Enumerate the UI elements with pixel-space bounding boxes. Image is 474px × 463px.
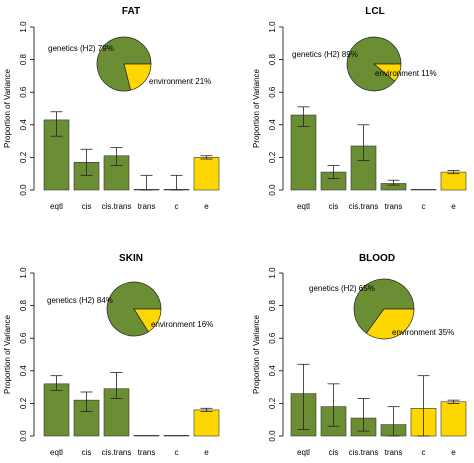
x-tick-label-eqtl: eqtl bbox=[50, 448, 63, 457]
chart-panel-fat: FAT 0.0 0.2 0.4 0.6 0.8 1.0 Proportion of Varia… bbox=[3, 6, 220, 211]
x-tick-label-cis: cis bbox=[82, 202, 92, 211]
x-tick-label-cis-trans: cis.trans bbox=[102, 202, 132, 211]
x-tick-label-trans: trans bbox=[385, 448, 403, 457]
pie-label-environment: environment 16% bbox=[151, 320, 213, 329]
y-tick-label: 0.0 bbox=[268, 184, 277, 196]
x-tick-label-e: e bbox=[451, 448, 456, 457]
chart-panel-lcl: LCL 0.0 0.2 0.4 0.6 0.8 1.0 Proportion of Varia… bbox=[252, 6, 467, 211]
y-axis-label: Proportion of Variance bbox=[3, 314, 12, 394]
y-tick-label: 0.6 bbox=[268, 332, 277, 344]
y-tick-label: 1.0 bbox=[19, 21, 28, 33]
x-tick-label-c: c bbox=[175, 448, 179, 457]
y-tick-label: 0.6 bbox=[19, 332, 28, 344]
pie-label-genetics: genetics (H2) 84% bbox=[47, 296, 113, 305]
pie-slice-genetics bbox=[353, 278, 415, 334]
x-tick-label-cis-trans: cis.trans bbox=[102, 448, 132, 457]
chart-title: SKIN bbox=[119, 253, 143, 264]
y-tick-label: 0.6 bbox=[268, 86, 277, 98]
y-tick-label: 0.0 bbox=[268, 430, 277, 442]
pie-slice-environment bbox=[123, 63, 152, 91]
y-axis-label: Proportion of Variance bbox=[252, 314, 261, 394]
bar-e bbox=[193, 409, 220, 437]
pie-slice-environment bbox=[133, 308, 162, 333]
y-tick-label: 0.8 bbox=[268, 53, 277, 65]
x-tick-label-e: e bbox=[451, 202, 456, 211]
bar-e bbox=[440, 401, 467, 437]
x-tick-label-c: c bbox=[175, 202, 179, 211]
y-tick-label: 1.0 bbox=[268, 267, 277, 279]
y-tick-label: 1.0 bbox=[19, 267, 28, 279]
y-tick-label: 0.8 bbox=[19, 299, 28, 311]
bar-trans bbox=[133, 435, 160, 437]
pie-label-genetics: genetics (H2) 89% bbox=[292, 50, 358, 59]
bar-e bbox=[193, 157, 220, 191]
x-tick-label-eqtl: eqtl bbox=[297, 448, 310, 457]
x-tick-label-trans: trans bbox=[138, 448, 156, 457]
x-tick-label-e: e bbox=[204, 202, 209, 211]
y-tick-label: 1.0 bbox=[268, 21, 277, 33]
x-tick-label-c: c bbox=[422, 202, 426, 211]
pie-label-environment: environment 11% bbox=[375, 69, 437, 78]
pie-label-environment: environment 35% bbox=[392, 328, 454, 337]
y-tick-label: 0.4 bbox=[19, 365, 28, 377]
y-tick-label: 0.6 bbox=[19, 86, 28, 98]
x-tick-label-cis-trans: cis.trans bbox=[349, 202, 379, 211]
chart-title: BLOOD bbox=[359, 253, 395, 264]
x-tick-label-cis: cis bbox=[82, 448, 92, 457]
pie-label-genetics: genetics (H2) 79% bbox=[48, 44, 114, 53]
pie-label-environment: environment 21% bbox=[149, 77, 211, 86]
chart-title: LCL bbox=[365, 6, 384, 17]
pie-label-genetics: genetics (H2) 65% bbox=[309, 284, 375, 293]
y-tick-label: 0.4 bbox=[268, 119, 277, 131]
y-tick-label: 0.2 bbox=[19, 151, 28, 163]
pie-slice-environment bbox=[373, 63, 402, 82]
bar-c bbox=[163, 435, 190, 437]
bar-e bbox=[440, 171, 467, 191]
chart-panel-skin: SKIN 0.0 0.2 0.4 0.6 0.8 1.0 Proportion of Vari… bbox=[3, 253, 220, 457]
bar-eqtl bbox=[290, 114, 317, 191]
y-tick-label: 0.8 bbox=[268, 299, 277, 311]
bar-c bbox=[410, 189, 437, 191]
x-tick-label-cis: cis bbox=[329, 448, 339, 457]
x-tick-label-eqtl: eqtl bbox=[297, 202, 310, 211]
y-tick-label: 0.4 bbox=[268, 365, 277, 377]
bar-eqtl bbox=[43, 383, 70, 437]
y-axis-label: Proportion of Variance bbox=[3, 68, 12, 148]
x-tick-label-trans: trans bbox=[138, 202, 156, 211]
y-tick-label: 0.0 bbox=[19, 430, 28, 442]
chart-panel-blood: BLOOD 0.0 0.2 0.4 0.6 0.8 1.0 Proportion of Var… bbox=[252, 253, 467, 457]
x-tick-label-cis-trans: cis.trans bbox=[349, 448, 379, 457]
y-tick-label: 0.2 bbox=[19, 397, 28, 409]
y-tick-label: 0.2 bbox=[268, 397, 277, 409]
x-tick-label-cis: cis bbox=[329, 202, 339, 211]
y-tick-label: 0.8 bbox=[19, 53, 28, 65]
chart-title: FAT bbox=[122, 6, 140, 17]
y-axis-label: Proportion of Variance bbox=[252, 68, 261, 148]
x-tick-label-trans: trans bbox=[385, 202, 403, 211]
x-tick-label-eqtl: eqtl bbox=[50, 202, 63, 211]
x-tick-label-c: c bbox=[422, 448, 426, 457]
y-tick-label: 0.0 bbox=[19, 184, 28, 196]
pie-slice-environment bbox=[365, 308, 415, 340]
y-tick-label: 0.4 bbox=[19, 119, 28, 131]
y-tick-label: 0.2 bbox=[268, 151, 277, 163]
x-tick-label-e: e bbox=[204, 448, 209, 457]
